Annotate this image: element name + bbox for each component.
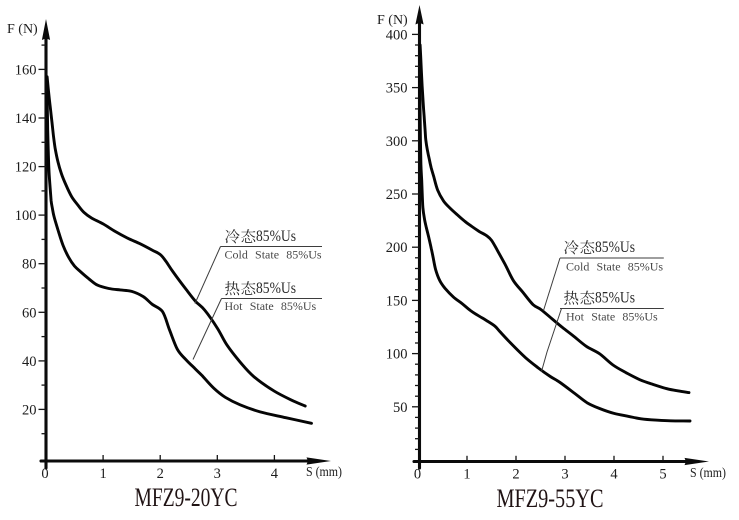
svg-text:400: 400 [386, 27, 408, 43]
svg-text:5: 5 [659, 466, 666, 482]
svg-text:85%Us: 85%Us [595, 289, 635, 306]
svg-text:3: 3 [214, 466, 221, 482]
svg-text:200: 200 [386, 240, 408, 256]
svg-text:40: 40 [22, 354, 37, 370]
svg-text:Cold State 85%Us: Cold State 85%Us [566, 260, 663, 274]
svg-text:F (N): F (N) [377, 13, 408, 28]
svg-text:S (mm): S (mm) [306, 465, 342, 480]
svg-text:F (N): F (N) [7, 22, 38, 37]
svg-text:4: 4 [610, 466, 618, 482]
svg-text:1: 1 [463, 466, 470, 482]
svg-text:1: 1 [99, 466, 106, 482]
svg-text:S (mm): S (mm) [690, 466, 726, 481]
svg-text:85%Us: 85%Us [256, 280, 296, 297]
svg-text:60: 60 [22, 305, 37, 321]
svg-text:0: 0 [41, 466, 48, 482]
svg-text:Cold State 85%Us: Cold State 85%Us [225, 247, 322, 261]
svg-text:MFZ9-55YC: MFZ9-55YC [497, 484, 604, 513]
svg-text:120: 120 [15, 160, 37, 176]
svg-text:250: 250 [386, 187, 408, 203]
svg-text:300: 300 [386, 134, 408, 150]
svg-text:2: 2 [512, 466, 519, 482]
svg-text:MFZ9-20YC: MFZ9-20YC [135, 483, 238, 512]
svg-text:Hot State 85%Us: Hot State 85%Us [225, 299, 317, 313]
svg-text:140: 140 [15, 111, 37, 127]
svg-text:160: 160 [15, 62, 37, 78]
svg-text:20: 20 [22, 402, 37, 418]
svg-text:85%Us: 85%Us [256, 228, 296, 245]
svg-text:0: 0 [414, 466, 421, 482]
svg-text:350: 350 [386, 81, 408, 97]
svg-text:150: 150 [386, 293, 408, 309]
svg-text:80: 80 [22, 257, 37, 273]
svg-text:100: 100 [15, 208, 37, 224]
svg-text:Hot State 85%Us: Hot State 85%Us [566, 309, 658, 323]
svg-text:50: 50 [393, 400, 408, 416]
svg-text:2: 2 [157, 466, 164, 482]
svg-text:4: 4 [271, 466, 279, 482]
svg-text:3: 3 [561, 466, 568, 482]
svg-text:100: 100 [386, 347, 408, 363]
svg-text:85%Us: 85%Us [595, 239, 635, 256]
